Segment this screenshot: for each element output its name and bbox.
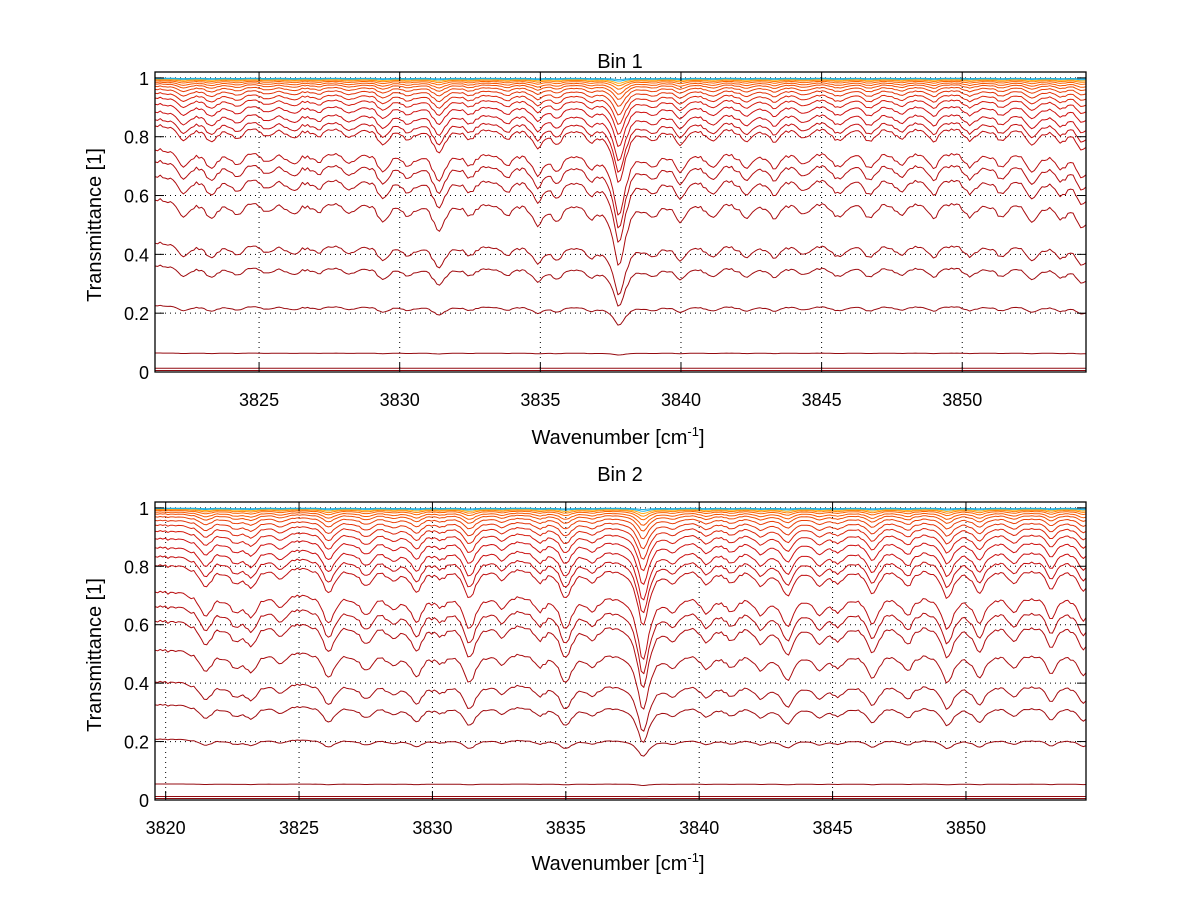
axis-ticks [155, 72, 1086, 373]
spectrum-curve [154, 159, 1087, 229]
spectrum-curve [154, 118, 1087, 173]
spectrum-curve [154, 509, 1087, 521]
spectrum-curve [154, 264, 1087, 307]
x-tick-labels: 3825 3830 3835 3840 3845 3850 [239, 390, 982, 410]
spectrum-curve [154, 511, 1087, 526]
x-tick-label: 3830 [380, 390, 420, 410]
x-tick-label: 3820 [146, 818, 186, 838]
spectrum-curve [154, 78, 1086, 82]
y-axis-label: Transmittance [1] [84, 148, 106, 302]
spectra-curves [154, 77, 1087, 371]
x-tick-label: 3825 [239, 390, 279, 410]
spectrum-curve [154, 83, 1087, 100]
y-tick-label: 1 [139, 499, 149, 519]
plot-title: Bin 2 [597, 464, 643, 486]
spectrum-curve [154, 92, 1087, 125]
spectrum-curve [154, 605, 1087, 675]
x-tick-label: 3845 [813, 818, 853, 838]
spectrum-curve [154, 304, 1087, 326]
axes-frame [154, 501, 1087, 801]
y-axis-label: Transmittance [1] [84, 578, 106, 732]
y-tick-label: 1 [139, 69, 149, 89]
x-tick-label: 3830 [412, 818, 452, 838]
x-tick-label: 3840 [679, 818, 719, 838]
spectrum-curve [154, 680, 1087, 732]
spectrum-curve [154, 174, 1087, 243]
grid [155, 502, 1086, 801]
spectrum-curve [155, 77, 1087, 80]
y-tick-label: 0.8 [124, 557, 149, 577]
spectrum-curve [154, 648, 1087, 710]
x-tick-label: 3825 [279, 818, 319, 838]
axis-ticks [155, 502, 1086, 801]
y-tick-label: 0.6 [124, 187, 149, 207]
spectrum-curve [154, 516, 1087, 540]
spectrum-curve [154, 148, 1087, 216]
x-axis-label: Wavenumber [cm-1] [531, 424, 704, 449]
spectrum-curve [154, 537, 1087, 585]
spectrum-curve [154, 703, 1087, 743]
spectrum-curve [154, 198, 1087, 266]
plot-title: Bin 1 [597, 51, 643, 73]
spectrum-curve [154, 85, 1087, 107]
spectrum-curve [154, 80, 1087, 90]
y-tick-label: 0.4 [124, 674, 149, 694]
y-tick-label: 0 [139, 363, 149, 383]
spectrum-curve [154, 555, 1087, 614]
spectrum-curve [154, 88, 1087, 116]
spectrum-curve [154, 738, 1087, 757]
spectrum-curve [154, 619, 1087, 688]
spectrum-curve [154, 110, 1087, 162]
y-tick-label: 0.2 [124, 304, 149, 324]
y-tick-label: 0.8 [124, 128, 149, 148]
spectrum-curve [154, 124, 1087, 183]
spectrum-curve [154, 513, 1087, 532]
spectrum-curve [155, 79, 1087, 87]
y-tick-labels: 0 0.2 0.4 0.6 0.8 1 [124, 499, 149, 811]
x-tick-label: 3850 [942, 390, 982, 410]
spectrum-curve [155, 783, 1087, 786]
spectrum-curve [155, 78, 1087, 84]
spectrum-curve [154, 524, 1087, 560]
x-tick-label: 3850 [946, 818, 986, 838]
x-tick-label: 3840 [661, 390, 701, 410]
spectrum-curve [154, 519, 1087, 550]
spectrum-curve [154, 530, 1087, 572]
spectra-curves [154, 507, 1087, 799]
spectrum-curve [154, 81, 1087, 95]
spectrum-curve [155, 507, 1087, 510]
spectrum-curve [154, 546, 1087, 601]
spectrum-curve [154, 590, 1087, 660]
x-tick-labels: 3820 3825 3830 3835 3840 3845 3850 [146, 818, 986, 838]
y-tick-label: 0.4 [124, 245, 149, 265]
x-axis-label: Wavenumber [cm-1] [531, 850, 704, 875]
spectrum-curve [154, 96, 1087, 135]
x-tick-label: 3835 [546, 818, 586, 838]
plot-bin-1: Bin 1 3825 3830 3835 3840 3845 3850 0 0.2 0.4 0.… [84, 51, 1087, 449]
y-tick-label: 0.2 [124, 733, 149, 753]
spectrum-curve [154, 564, 1087, 626]
x-tick-label: 3835 [520, 390, 560, 410]
spectrum-curve [154, 509, 1087, 517]
spectrum-curve [155, 352, 1086, 356]
y-tick-label: 0 [139, 791, 149, 811]
spectrum-curve [154, 102, 1087, 147]
plot-bin-2: Bin 2 3820 3825 3830 3835 3840 3845 3850 00.20… [84, 464, 1087, 875]
y-tick-label: 0.6 [124, 616, 149, 636]
y-tick-labels: 0 0.2 0.4 0.6 0.8 1 [124, 69, 149, 383]
grid [155, 72, 1086, 373]
spectrum-curve [154, 241, 1087, 296]
x-tick-label: 3845 [802, 390, 842, 410]
axes-frame [154, 71, 1087, 373]
